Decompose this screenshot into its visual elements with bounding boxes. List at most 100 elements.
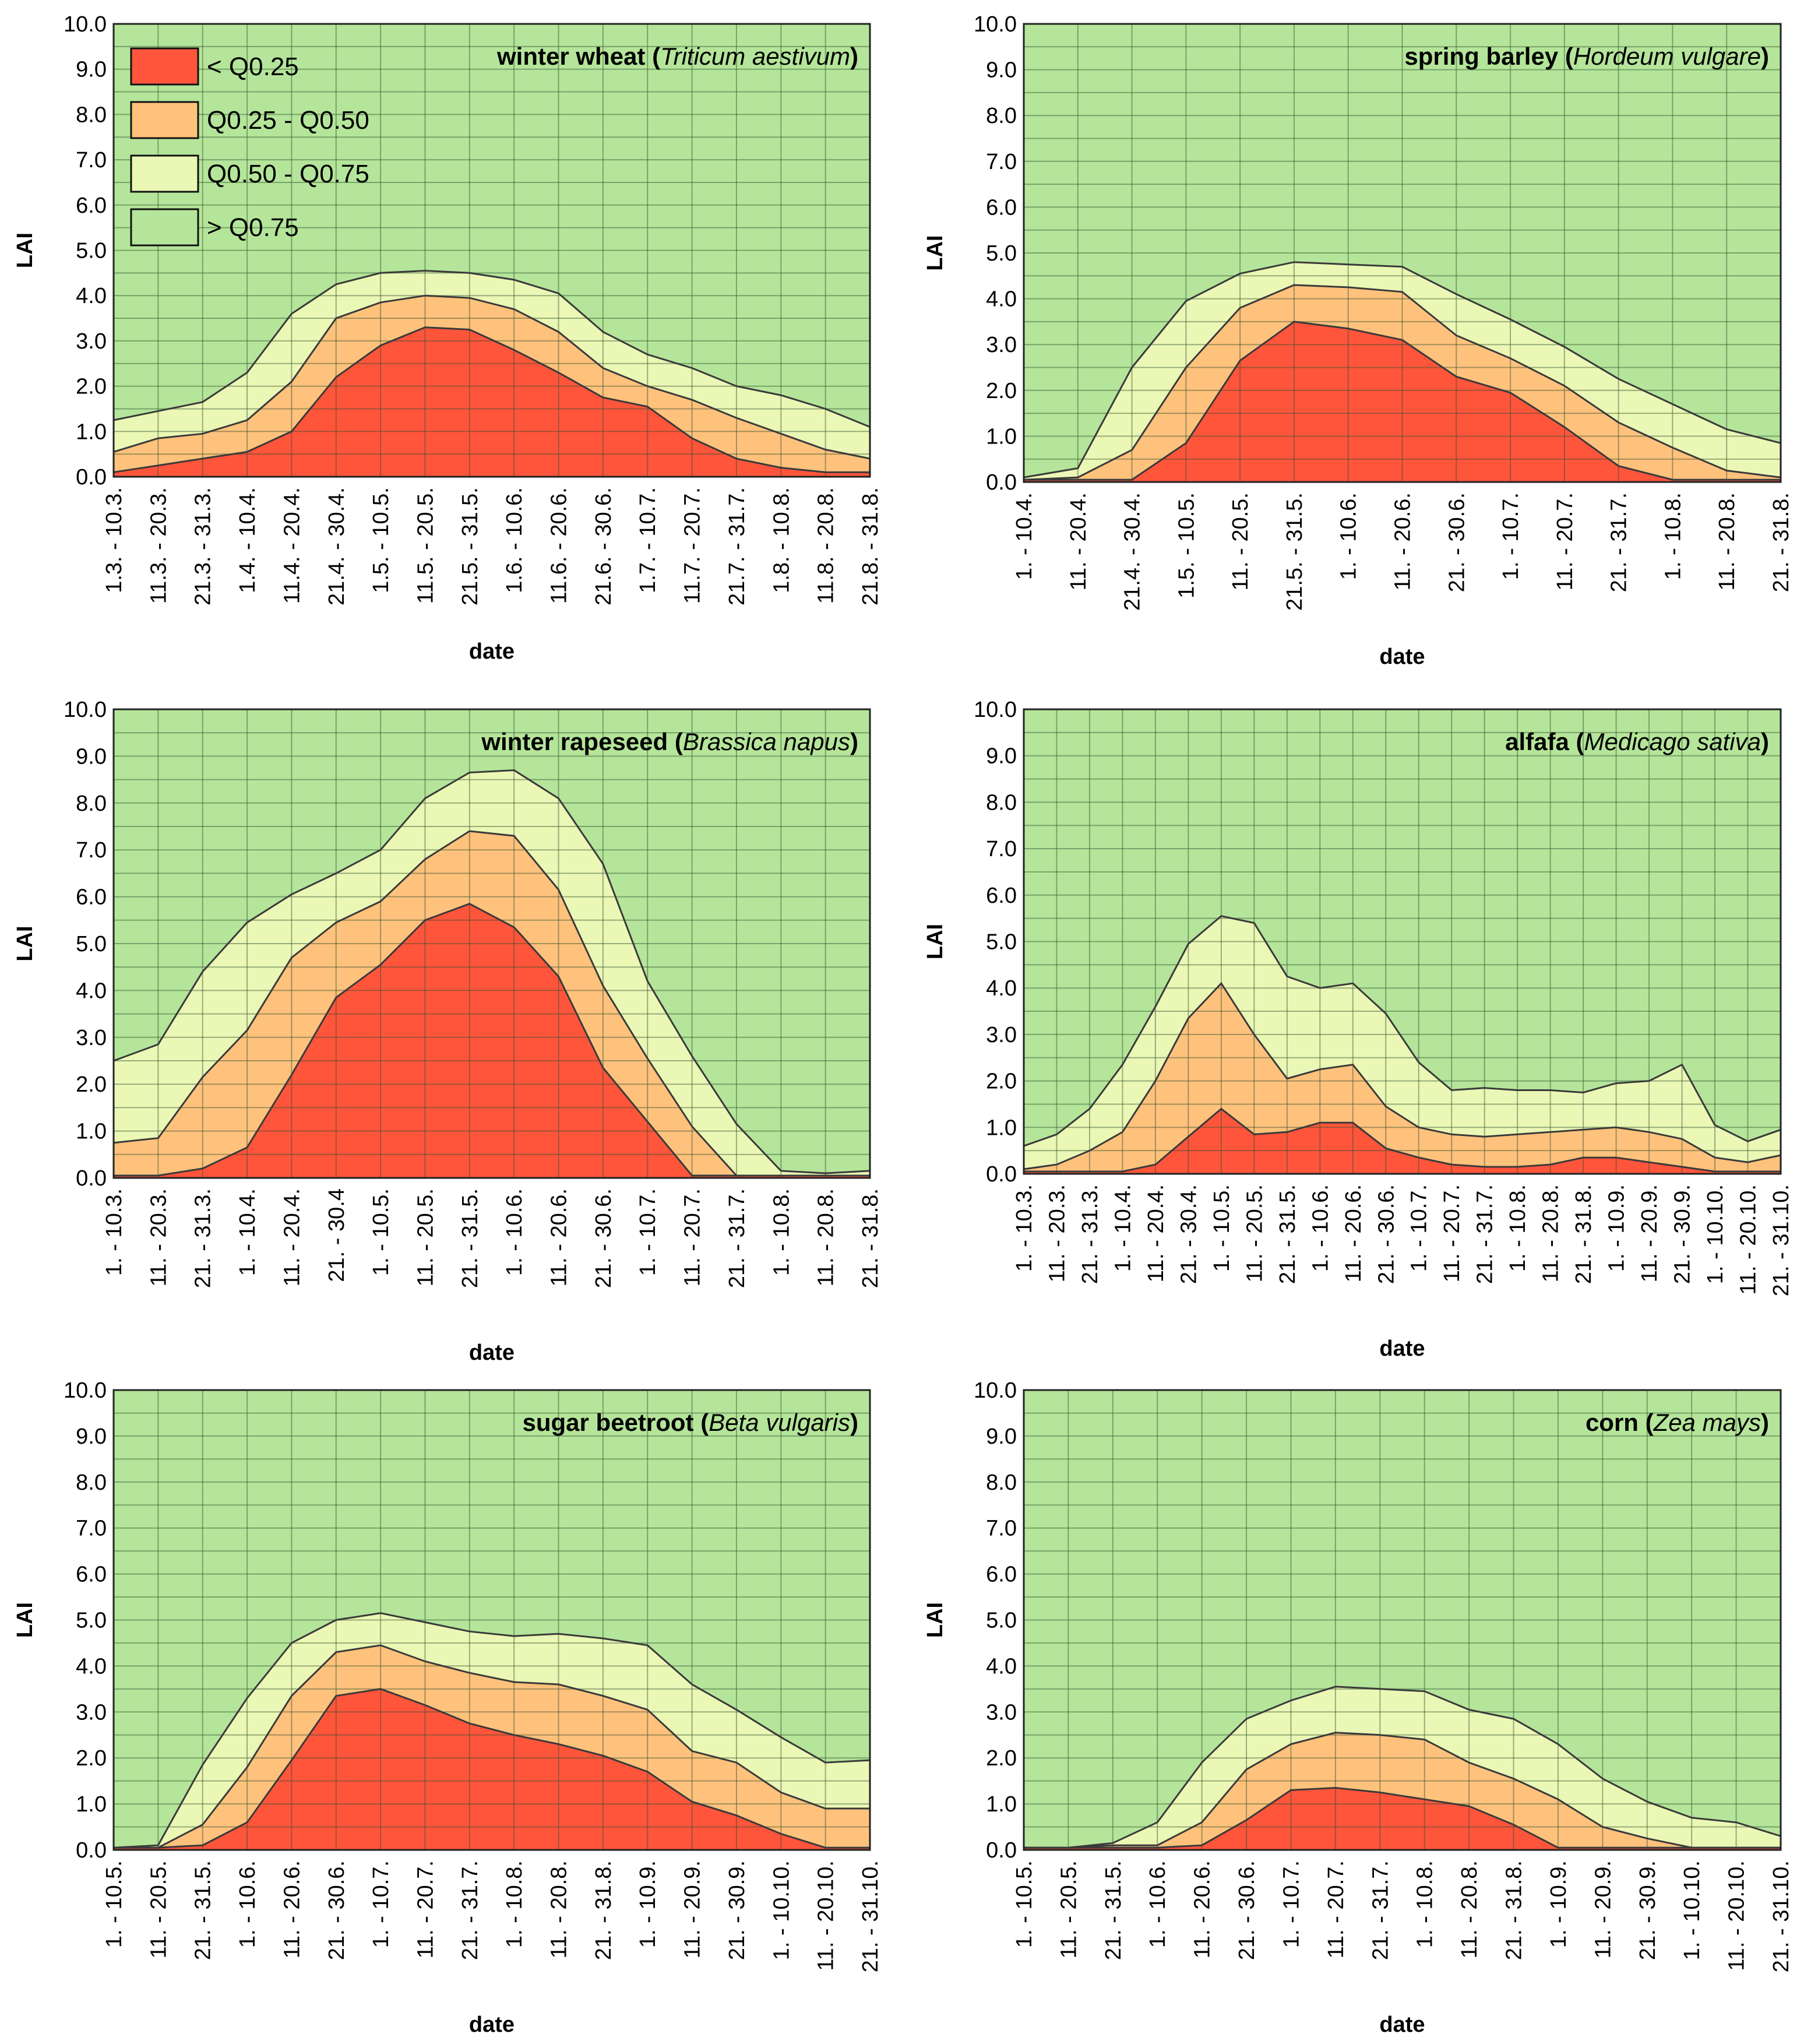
series-line-1	[114, 1688, 870, 1849]
plot-title: corn (Zea mays)	[1585, 1409, 1769, 1436]
series-line-2	[1023, 284, 1781, 481]
series-line-2	[1023, 981, 1781, 1170]
grid	[113, 1389, 871, 1850]
y-tick-label: 9.0	[76, 58, 107, 82]
y-tick-label: 8.0	[76, 791, 107, 816]
y-tick-label: 8.0	[986, 1470, 1017, 1495]
x-tick-label: 1.6. - 10.6.	[502, 487, 527, 593]
x-tick-label: 11.4. - 20.4.	[280, 487, 304, 604]
series-line-2	[113, 294, 871, 460]
legend-label: Q0.25 - Q0.50	[207, 106, 369, 135]
x-tick-label: 21. - 30.4.	[1176, 1184, 1201, 1284]
x-tick-label: 21.8. - 31.8.	[858, 487, 883, 606]
x-tick-label: 1. - 10.5.	[102, 1860, 126, 1948]
x-tick-label: 11. - 20.4.	[1066, 492, 1091, 590]
y-tick-label: 6.0	[76, 1563, 107, 1587]
y-tick-label: 6.0	[76, 885, 107, 910]
y-tick-label: 3.0	[76, 1026, 107, 1050]
plot-title-close: )	[1761, 728, 1769, 755]
x-tick-label: 21. - 31.7.	[1473, 1184, 1498, 1284]
x-tick-label: 11. - 20.5.	[413, 1188, 438, 1286]
x-tick-label: 11. - 20.10.	[1725, 1860, 1749, 1971]
x-tick-label: 1. - 10.8.	[1661, 492, 1685, 580]
x-tick-label: 21. - 31.5.	[458, 1188, 482, 1288]
y-tick-label: 6.0	[986, 1563, 1017, 1587]
x-tick-label: 21. - 30.6.	[1235, 1860, 1259, 1960]
x-tick-label: 11. - 20.3.	[1045, 1184, 1069, 1282]
y-tick-label: 2.0	[76, 1072, 107, 1097]
series-line-2	[113, 830, 870, 1177]
legend: < Q0.25 Q0.25 - Q0.50 Q0.50 - Q0.75 > Q0.75	[130, 47, 369, 247]
plot-title: spring barley (Hordeum vulgare)	[1404, 43, 1769, 70]
plot-frame	[1023, 1389, 1782, 1851]
plot-title-species: Medicago sativa	[1584, 728, 1761, 755]
plot-title-name: winter rapeseed (	[481, 728, 682, 755]
plot-title-close: )	[1761, 43, 1769, 70]
y-tick-label: 10.0	[64, 12, 107, 37]
y-tick-label: 1.0	[986, 1116, 1017, 1140]
x-tick-label: 1. - 10.10.	[1703, 1184, 1728, 1284]
plot-frame	[112, 708, 871, 1179]
y-tick-label: 1.0	[76, 420, 107, 444]
plot-title-species: Zea mays	[1653, 1409, 1761, 1436]
plot-title: alfafa (Medicago sativa)	[1505, 728, 1769, 755]
x-tick-label: 21.5. - 31.5.	[458, 487, 482, 606]
plot-title-name: sugar beetroot (	[523, 1409, 709, 1436]
x-tick-label: 11. - 20.6.	[1391, 492, 1415, 590]
x-tick-label: 21. - 31.10.	[1769, 1184, 1794, 1296]
x-tick-label: 21. - 31.8.	[1502, 1860, 1527, 1960]
x-tick-label: 1. - 10.8.	[502, 1860, 527, 1948]
x-tick-label: 21. - 30.6.	[325, 1860, 349, 1960]
x-tick-label: 21.6. - 30.6.	[591, 487, 616, 606]
y-tick-label: 4.0	[986, 287, 1017, 312]
y-tick-label: 0.0	[986, 470, 1017, 495]
plot-frame	[1023, 708, 1782, 1175]
x-tick-label: 21. - 30.9.	[1671, 1184, 1695, 1284]
plot-title-species: Beta vulgaris	[709, 1409, 850, 1436]
x-tick-label: 21. - 31.8.	[858, 1188, 883, 1288]
x-tick-label: 1.8. - 10.8.	[769, 487, 794, 593]
band-below-q025	[1024, 321, 1781, 482]
x-axis-title: date	[469, 1341, 515, 1365]
x-tick-label: 11. - 20.5.	[1056, 1860, 1081, 1958]
series-line-3	[113, 769, 871, 1174]
x-tick-label: 11. - 20.9.	[1637, 1184, 1662, 1282]
x-tick-label: 11. - 20.7.	[681, 1188, 705, 1286]
chart-panel-4: 0.0 1.0 2.0 3.0 4.0 5.0 6.0 7.0 8.0 9.0 10.0 1. - 1…	[923, 698, 1794, 1361]
y-tick-label: 10.0	[64, 1378, 107, 1403]
chart-panel-5: 0.0 1.0 2.0 3.0 4.0 5.0 6.0 7.0 8.0 9.0 10.0 1. - 1…	[13, 1378, 883, 2037]
x-tick-label: 11. - 20.8.	[547, 1860, 572, 1958]
y-tick-label: 10.0	[974, 698, 1017, 722]
x-tick-label: 1. - 10.5.	[1210, 1184, 1234, 1272]
grid	[113, 23, 871, 477]
y-tick-label: 5.0	[986, 241, 1017, 266]
y-tick-label: 0.0	[76, 1838, 107, 1863]
y-tick-label: 4.0	[76, 979, 107, 1003]
x-axis-title: date	[1379, 645, 1425, 669]
series-line-3	[113, 1612, 871, 1849]
series-line-3	[1024, 1686, 1781, 1849]
x-tick-label: 1. - 10.9.	[636, 1860, 660, 1948]
x-tick-label: 21.5. - 31.5.	[1283, 492, 1307, 611]
y-tick-label: 1.0	[986, 424, 1017, 449]
grid	[1023, 709, 1781, 1174]
plot-title: winter rapeseed (Brassica napus)	[481, 728, 858, 755]
x-tick-label: 11. - 20.6.	[1190, 1860, 1215, 1958]
plot-frame	[112, 23, 871, 478]
legend-label: Q0.50 - Q0.75	[207, 160, 369, 188]
y-tick-label: 7.0	[76, 838, 107, 863]
y-tick-label: 0.0	[986, 1838, 1017, 1863]
x-tick-label: 1.5. - 10.5.	[1174, 492, 1199, 599]
y-tick-label: 0.0	[76, 1166, 107, 1191]
x-tick-label: 1. - 10.6.	[502, 1188, 527, 1276]
x-tick-label: 11. - 20.10.	[814, 1860, 838, 1971]
y-axis-title: LAI	[13, 926, 37, 961]
grid	[1023, 1389, 1781, 1850]
x-tick-label: 21. - 31.10.	[858, 1860, 883, 1972]
series-line-2	[114, 1644, 870, 1849]
y-tick-label: 7.0	[986, 837, 1017, 861]
plot-title-species: Brassica napus	[683, 728, 850, 755]
plot-title-close: )	[850, 728, 858, 755]
series-line-3	[113, 269, 871, 428]
x-tick-label: 11.8. - 20.8.	[814, 487, 838, 604]
